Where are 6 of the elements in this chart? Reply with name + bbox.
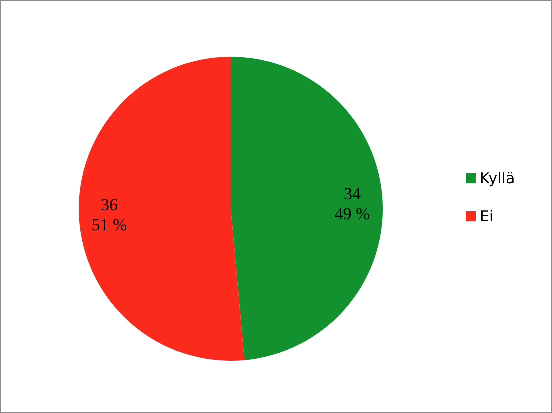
pie-slice — [79, 57, 245, 361]
data-label: 34 49 % — [334, 184, 370, 224]
pie-slice — [231, 57, 383, 360]
legend-label: Ei — [480, 208, 494, 226]
legend-label: Kyllä — [480, 170, 516, 188]
data-label: 36 51 % — [92, 195, 128, 234]
